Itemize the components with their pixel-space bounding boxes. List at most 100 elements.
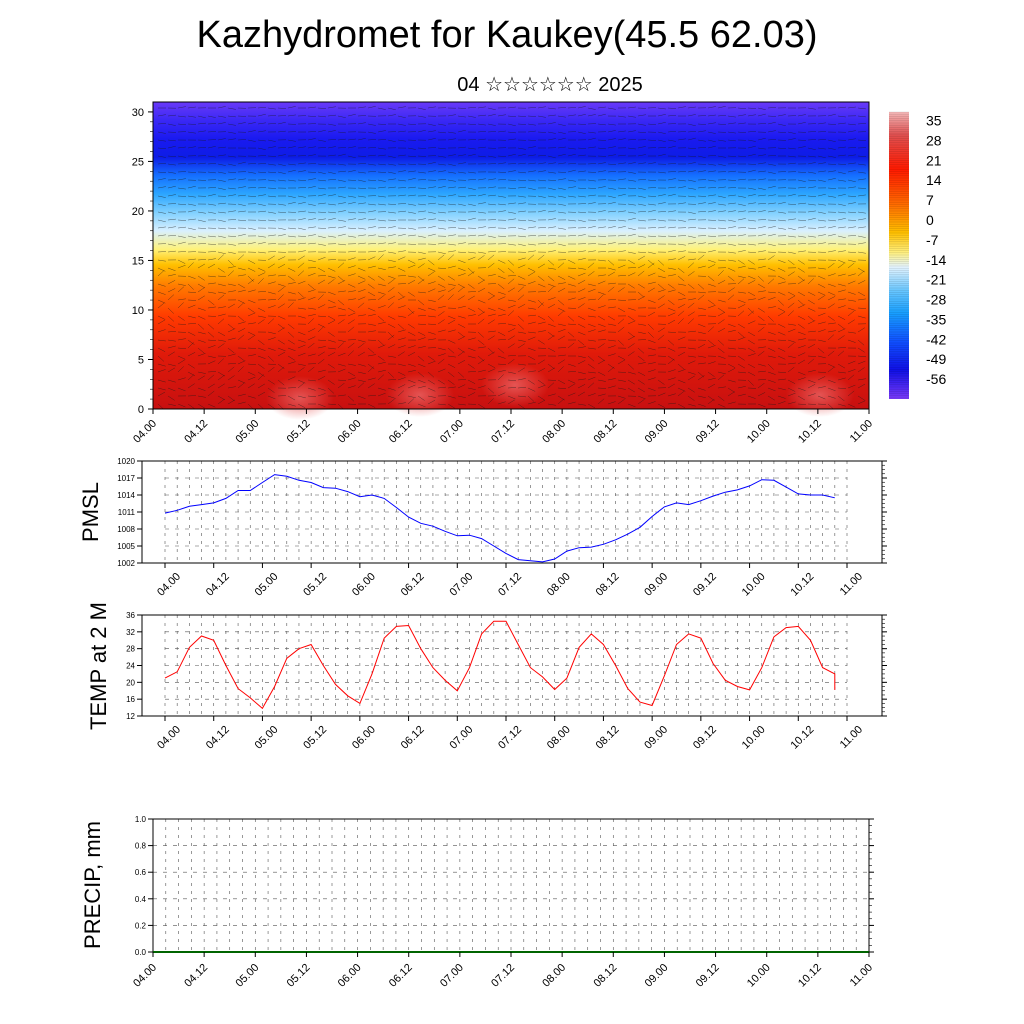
wind-barb	[587, 371, 596, 374]
wind-barb	[437, 283, 446, 288]
wind-barb	[667, 274, 676, 277]
wind-barb	[317, 326, 324, 333]
wind-barb	[297, 250, 306, 253]
wind-barb	[857, 307, 867, 309]
wind-barb	[747, 267, 756, 270]
wind-barb	[807, 307, 816, 312]
wind-barb	[427, 338, 436, 341]
wind-barb	[817, 193, 826, 197]
wind-barb	[157, 139, 166, 142]
wind-barb	[587, 107, 596, 110]
wind-barb	[517, 179, 527, 182]
wind-barb	[187, 195, 196, 198]
wind-barb	[697, 314, 707, 317]
wind-barb	[407, 379, 416, 384]
wind-barb	[857, 235, 866, 238]
wind-barb	[477, 331, 484, 338]
wind-barb	[367, 154, 376, 157]
wind-barb	[757, 346, 766, 349]
wind-barb	[757, 323, 767, 325]
wind-barb	[237, 267, 246, 271]
wind-barb	[187, 403, 195, 409]
wind-barb	[337, 170, 347, 173]
wind-barb	[837, 250, 846, 253]
wind-barb	[207, 282, 216, 285]
wind-barb	[227, 399, 236, 405]
wind-barb	[167, 145, 176, 149]
wind-barb	[457, 315, 466, 319]
wind-barb	[697, 147, 707, 149]
wind-barb	[397, 139, 406, 142]
wind-barb	[577, 384, 586, 389]
wind-barb	[827, 155, 836, 158]
wind-barb	[287, 403, 296, 407]
wind-barb	[477, 155, 486, 158]
wind-barb	[157, 147, 167, 150]
wind-barb	[727, 259, 736, 262]
cross-section-x-tick-label: 05.12	[285, 418, 313, 446]
wind-barb	[317, 403, 326, 408]
wind-barb	[537, 359, 545, 365]
wind-barb	[417, 210, 426, 213]
wind-barb	[577, 154, 586, 157]
wind-barb	[267, 281, 276, 285]
wind-barb	[267, 403, 275, 409]
wind-barb	[367, 383, 375, 389]
wind-barb	[457, 351, 465, 357]
wind-barb	[597, 280, 606, 285]
wind-barb	[807, 171, 816, 174]
wind-barb	[237, 393, 246, 397]
wind-barb	[827, 219, 837, 222]
wind-barb	[677, 310, 685, 317]
wind-barb	[157, 162, 167, 165]
wind-barb	[607, 242, 616, 245]
colorbar-gradient	[889, 112, 909, 399]
wind-barb	[277, 115, 287, 117]
wind-barb	[727, 122, 736, 125]
wind-barb	[727, 243, 736, 246]
wind-barb	[757, 162, 766, 165]
wind-barb	[737, 234, 746, 237]
wind-barb	[157, 155, 166, 158]
wind-barb	[507, 278, 515, 285]
wind-barb	[307, 123, 317, 125]
wind-barb	[767, 291, 776, 294]
wind-barb	[797, 146, 806, 149]
wind-barb	[327, 226, 336, 229]
wind-barb	[677, 243, 686, 246]
wind-barb	[477, 288, 486, 293]
cross-section-y-tick-label: 5	[138, 354, 144, 366]
wind-barb	[597, 329, 606, 333]
wind-barb	[707, 187, 717, 189]
wind-barb	[377, 235, 386, 238]
wind-barb	[687, 179, 696, 182]
wind-barb	[557, 131, 566, 134]
wind-barb	[697, 130, 706, 133]
wind-barb	[647, 331, 654, 338]
wind-barb	[447, 379, 455, 385]
wind-barb	[517, 403, 525, 409]
wind-barb	[687, 387, 695, 393]
wind-barb	[857, 298, 866, 301]
wind-barb	[687, 218, 696, 221]
wind-barb	[497, 313, 506, 317]
wind-barb	[427, 162, 436, 165]
wind-barb	[837, 106, 847, 109]
wind-barb	[847, 130, 856, 133]
wind-barb	[717, 123, 727, 125]
wind-barb	[547, 323, 556, 327]
wind-barb	[807, 107, 816, 110]
wind-barb	[767, 251, 777, 253]
wind-barb	[647, 262, 655, 269]
wind-barb	[797, 323, 805, 329]
pmsl-grid	[164, 460, 848, 564]
cross-section-y-tick-label: 10	[132, 305, 144, 317]
wind-barb	[527, 123, 536, 126]
wind-barb	[227, 115, 236, 118]
wind-barb	[787, 235, 796, 238]
wind-barb	[217, 202, 226, 205]
wind-barb	[167, 267, 176, 272]
wind-barb	[767, 306, 776, 309]
wind-barb	[787, 310, 794, 317]
wind-barb	[607, 306, 616, 309]
